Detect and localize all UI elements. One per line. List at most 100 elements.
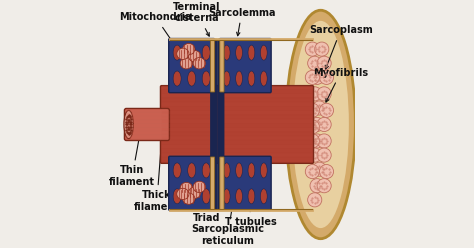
Ellipse shape xyxy=(188,71,196,86)
Text: Sarcolemma: Sarcolemma xyxy=(208,8,275,36)
FancyBboxPatch shape xyxy=(219,38,271,93)
Ellipse shape xyxy=(180,58,192,69)
FancyBboxPatch shape xyxy=(162,136,312,140)
Ellipse shape xyxy=(182,43,195,55)
FancyBboxPatch shape xyxy=(126,117,167,119)
Circle shape xyxy=(308,87,322,101)
Ellipse shape xyxy=(223,45,230,60)
FancyBboxPatch shape xyxy=(126,135,167,138)
Circle shape xyxy=(305,134,319,148)
FancyBboxPatch shape xyxy=(162,103,312,106)
Circle shape xyxy=(317,134,331,148)
Ellipse shape xyxy=(202,163,210,178)
Ellipse shape xyxy=(193,58,205,69)
FancyBboxPatch shape xyxy=(162,128,312,131)
Circle shape xyxy=(317,179,331,193)
Ellipse shape xyxy=(236,71,243,86)
Ellipse shape xyxy=(173,71,181,86)
FancyBboxPatch shape xyxy=(210,157,215,210)
FancyBboxPatch shape xyxy=(162,98,312,102)
FancyBboxPatch shape xyxy=(162,145,312,148)
Ellipse shape xyxy=(173,189,181,204)
Circle shape xyxy=(308,148,322,162)
Ellipse shape xyxy=(260,189,267,204)
FancyBboxPatch shape xyxy=(162,124,312,127)
Ellipse shape xyxy=(173,163,181,178)
Circle shape xyxy=(310,179,324,193)
Ellipse shape xyxy=(182,193,195,204)
Circle shape xyxy=(310,134,324,148)
Ellipse shape xyxy=(202,71,210,86)
FancyBboxPatch shape xyxy=(162,141,312,144)
Ellipse shape xyxy=(248,71,255,86)
Ellipse shape xyxy=(236,189,243,204)
FancyBboxPatch shape xyxy=(218,39,224,210)
Ellipse shape xyxy=(236,163,243,178)
Ellipse shape xyxy=(260,163,267,178)
Circle shape xyxy=(305,103,319,117)
Circle shape xyxy=(308,56,322,70)
Ellipse shape xyxy=(202,189,210,204)
Ellipse shape xyxy=(188,45,196,60)
FancyBboxPatch shape xyxy=(126,109,167,112)
Ellipse shape xyxy=(223,163,230,178)
Circle shape xyxy=(317,56,331,70)
Circle shape xyxy=(317,148,331,162)
Circle shape xyxy=(305,120,319,134)
Ellipse shape xyxy=(193,181,205,192)
Text: Sarcoplasmic
reticulum: Sarcoplasmic reticulum xyxy=(191,168,264,246)
Circle shape xyxy=(312,101,327,115)
Text: T tubules: T tubules xyxy=(225,150,277,227)
FancyBboxPatch shape xyxy=(169,38,215,93)
Circle shape xyxy=(305,164,319,179)
Ellipse shape xyxy=(188,189,196,204)
Ellipse shape xyxy=(173,45,181,60)
FancyBboxPatch shape xyxy=(126,113,167,116)
FancyBboxPatch shape xyxy=(162,154,312,157)
Ellipse shape xyxy=(124,110,133,139)
FancyBboxPatch shape xyxy=(162,94,312,97)
FancyBboxPatch shape xyxy=(162,90,312,93)
FancyBboxPatch shape xyxy=(162,120,312,123)
Circle shape xyxy=(310,117,324,131)
Ellipse shape xyxy=(260,71,267,86)
FancyBboxPatch shape xyxy=(162,158,312,161)
Ellipse shape xyxy=(177,188,189,200)
Circle shape xyxy=(319,103,334,117)
Ellipse shape xyxy=(260,45,267,60)
Ellipse shape xyxy=(177,48,189,60)
Circle shape xyxy=(317,117,331,131)
Ellipse shape xyxy=(202,45,210,60)
Ellipse shape xyxy=(248,163,255,178)
FancyBboxPatch shape xyxy=(126,120,167,123)
Text: Thick
filament: Thick filament xyxy=(134,128,180,212)
Circle shape xyxy=(312,162,327,176)
Ellipse shape xyxy=(248,45,255,60)
Text: Mitochondria: Mitochondria xyxy=(119,12,192,66)
Ellipse shape xyxy=(189,51,201,62)
Circle shape xyxy=(305,70,319,84)
Ellipse shape xyxy=(189,187,201,198)
Circle shape xyxy=(305,42,319,56)
Text: Sarcoplasm: Sarcoplasm xyxy=(309,25,373,69)
FancyBboxPatch shape xyxy=(162,132,312,136)
Ellipse shape xyxy=(223,189,230,204)
Ellipse shape xyxy=(188,163,196,178)
FancyBboxPatch shape xyxy=(162,86,312,89)
Ellipse shape xyxy=(248,189,255,204)
Text: Thin
filament: Thin filament xyxy=(109,128,155,187)
Circle shape xyxy=(319,164,334,179)
FancyBboxPatch shape xyxy=(220,39,224,92)
Circle shape xyxy=(319,70,334,84)
Circle shape xyxy=(310,70,324,84)
FancyBboxPatch shape xyxy=(161,86,313,163)
FancyBboxPatch shape xyxy=(124,108,169,141)
FancyBboxPatch shape xyxy=(169,156,215,211)
FancyBboxPatch shape xyxy=(126,128,167,131)
Text: Myofibrils: Myofibrils xyxy=(313,68,368,102)
Circle shape xyxy=(308,193,322,207)
Circle shape xyxy=(317,87,331,101)
FancyBboxPatch shape xyxy=(162,111,312,114)
FancyBboxPatch shape xyxy=(219,156,271,211)
FancyBboxPatch shape xyxy=(210,39,215,92)
